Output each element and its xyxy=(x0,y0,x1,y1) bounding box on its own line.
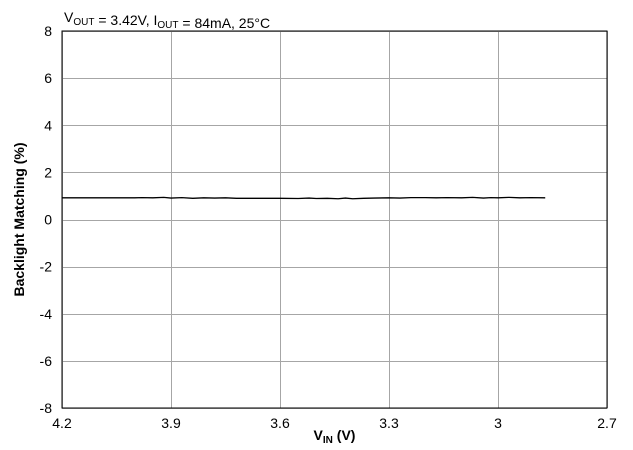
y-tick-label: 8 xyxy=(44,23,52,39)
x-tick-labels: 4.2 3.9 3.6 3.3 3 2.7 xyxy=(52,415,617,431)
grid xyxy=(62,31,608,409)
x-tick-label: 3 xyxy=(494,415,502,431)
y-tick-label: 6 xyxy=(44,70,52,86)
conditions-annotation: VOUT = 3.42V, IOUT = 84mA, 25°C xyxy=(64,9,270,31)
y-tick-label: -2 xyxy=(40,259,53,275)
y-tick-label: -6 xyxy=(40,353,53,369)
series-layer xyxy=(62,196,546,200)
x-tick-label: 3.3 xyxy=(379,415,399,431)
y-tick-label: 2 xyxy=(44,164,52,180)
series-line xyxy=(62,196,546,200)
y-tick-label: 0 xyxy=(44,212,52,228)
y-axis-title: Backlight Matching (%) xyxy=(11,142,27,296)
y-tick-label: 4 xyxy=(44,117,52,133)
x-tick-label: 2.7 xyxy=(597,415,617,431)
y-tick-labels: -8 -6 -4 -2 0 2 4 6 8 xyxy=(40,23,53,416)
x-tick-label: 3.6 xyxy=(270,415,290,431)
x-axis-title: VIN (V) xyxy=(314,427,356,446)
y-tick-label: -8 xyxy=(40,400,53,416)
x-tick-label: 4.2 xyxy=(52,415,72,431)
x-tick-label: 3.9 xyxy=(161,415,181,431)
y-tick-label: -4 xyxy=(40,306,53,322)
plot-area-frame xyxy=(61,30,608,409)
